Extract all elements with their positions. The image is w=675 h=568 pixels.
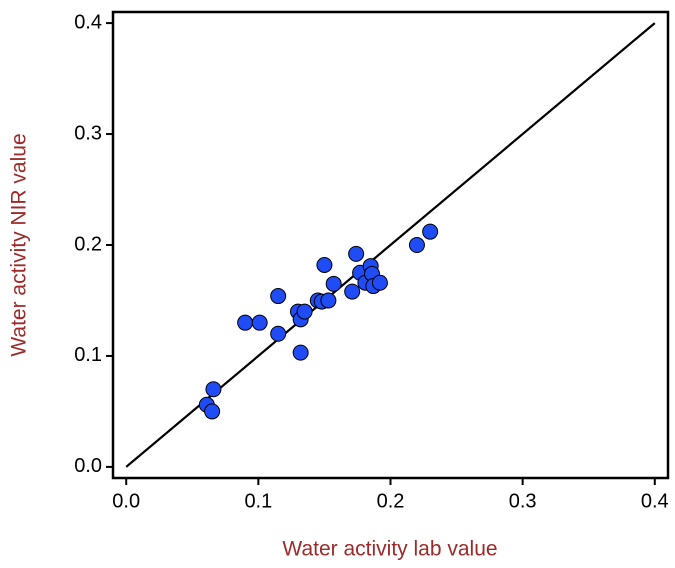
data-point <box>296 303 313 320</box>
x-tick-label: 0.2 <box>377 490 405 512</box>
data-point <box>270 325 287 342</box>
y-axis-label: Water activity NIR value <box>8 133 31 356</box>
y-tick-label: 0.2 <box>74 233 102 255</box>
data-point <box>320 292 337 309</box>
data-point <box>348 245 365 262</box>
x-tick-label: 0.0 <box>112 490 140 512</box>
data-point <box>344 283 361 300</box>
x-tick-label: 0.3 <box>509 490 537 512</box>
y-tick-label: 0.0 <box>74 455 102 477</box>
data-point <box>325 275 342 292</box>
data-point <box>237 314 254 331</box>
y-tick-label: 0.4 <box>74 11 102 33</box>
data-point <box>371 274 388 291</box>
x-axis-label: Water activity lab value <box>282 538 497 561</box>
data-point <box>292 344 309 361</box>
x-tick-label: 0.1 <box>244 490 272 512</box>
data-point <box>316 256 333 273</box>
data-point <box>422 223 439 240</box>
data-point <box>205 381 222 398</box>
plot-frame <box>111 10 670 480</box>
data-point <box>204 403 221 420</box>
data-point <box>408 237 425 253</box>
y-tick-label: 0.3 <box>74 122 102 144</box>
data-point <box>270 288 287 305</box>
data-point <box>251 314 268 331</box>
x-tick-label: 0.4 <box>641 490 669 512</box>
y-tick-label: 0.1 <box>74 344 102 366</box>
